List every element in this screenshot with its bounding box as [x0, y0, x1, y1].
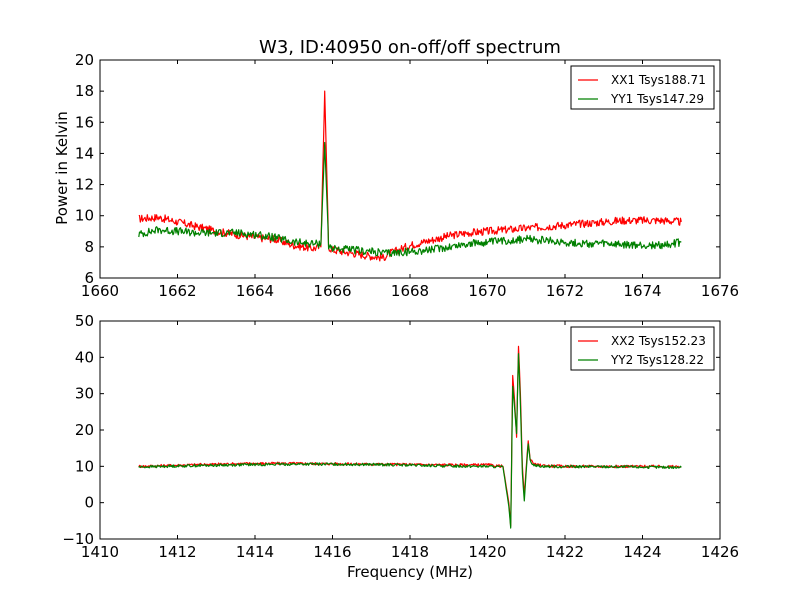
legend-2: XX2 Tsys152.23 YY2 Tsys128.22: [570, 326, 715, 371]
x-tick-label: 1422: [546, 543, 584, 561]
series-line-2-2: [138, 353, 682, 529]
x-tick-label: 1666: [313, 282, 351, 300]
series-line-1-2: [138, 141, 682, 257]
x-tick-label: 1424: [623, 543, 661, 561]
panel-1: 1660 1662 1664 1666 1668 1670 1672 1674 1676 6 8 10…: [75, 51, 739, 300]
x-tick-label: 1412: [158, 543, 196, 561]
y-tick-label: 0: [84, 494, 94, 512]
x-tick-label: 1426: [701, 543, 739, 561]
y-tick-label: −10: [62, 530, 94, 548]
panel-2: 1410 1412 1414 1416 1418 1420 1422 1424 1426 −10 0…: [62, 312, 739, 561]
legend-label: YY2 Tsys128.22: [610, 353, 704, 367]
legend-label: XX1 Tsys188.71: [611, 73, 706, 87]
y-tick-label: 12: [75, 176, 94, 194]
y-tick-label: 6: [84, 269, 94, 287]
x-tick-label: 1674: [623, 282, 661, 300]
x-tick-label: 1410: [81, 543, 119, 561]
x-tick-label: 1660: [81, 282, 119, 300]
legend-box: [570, 326, 715, 371]
y-tick-label: 10: [75, 457, 94, 475]
y-tick-label: 20: [75, 51, 94, 69]
y-tick-label: 8: [84, 238, 94, 256]
y-tick-label: 14: [75, 144, 94, 162]
x-tick-label: 1676: [701, 282, 739, 300]
panels-group: 1660 1662 1664 1666 1668 1670 1672 1674 1676 6 8 10…: [62, 51, 739, 561]
y-tick-label: 10: [75, 207, 94, 225]
x-tick-label: 1670: [468, 282, 506, 300]
x-tick-label: 1418: [391, 543, 429, 561]
y-tick-label: 18: [75, 82, 94, 100]
y-tick-label: 30: [75, 385, 94, 403]
legend-box: [570, 65, 715, 110]
y-axis-label-top: Power in Kelvin: [53, 111, 71, 225]
x-tick-label: 1664: [236, 282, 274, 300]
x-tick-label: 1672: [546, 282, 584, 300]
y-tick-label: 50: [75, 312, 94, 330]
legend-label: YY1 Tsys147.29: [610, 92, 704, 106]
y-tick-label: 20: [75, 421, 94, 439]
legend-label: XX2 Tsys152.23: [611, 334, 706, 348]
x-tick-label: 1668: [391, 282, 429, 300]
x-tick-label: 1662: [158, 282, 196, 300]
x-tick-label: 1420: [468, 543, 506, 561]
y-tick-label: 40: [75, 348, 94, 366]
legend-1: XX1 Tsys188.71 YY1 Tsys147.29: [570, 65, 715, 110]
chart-title: W3, ID:40950 on-off/off spectrum: [259, 37, 561, 58]
series-line-1-1: [138, 90, 682, 262]
x-tick-label: 1414: [236, 543, 274, 561]
x-tick-label: 1416: [313, 543, 351, 561]
y-tick-label: 16: [75, 113, 94, 131]
x-axis-label-bottom: Frequency (MHz): [347, 563, 473, 581]
